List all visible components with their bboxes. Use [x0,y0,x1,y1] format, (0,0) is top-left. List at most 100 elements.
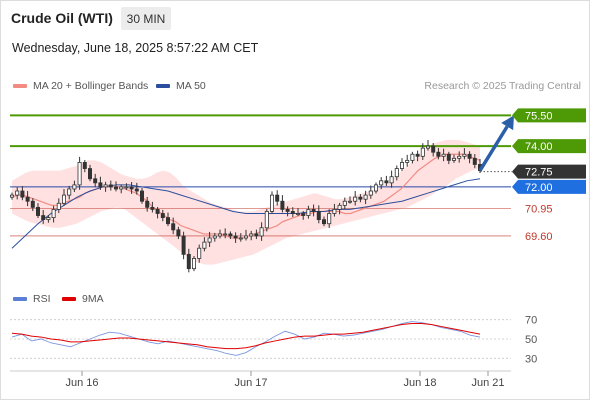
forecast-arrow-head [501,115,514,131]
candle-body [15,190,20,196]
candle-body [238,237,243,240]
candle-body [36,206,41,216]
candle-body [93,178,98,184]
candle-body [62,194,67,204]
timestamp: Wednesday, June 18, 2025 8:57:22 AM CET [12,41,259,55]
legend-swatch-rsi-ma [62,297,76,301]
candle-body [379,180,384,186]
candle-body [467,153,472,159]
forecast-arrow-shaft [478,125,509,172]
legend-swatch-ma50 [156,84,170,88]
level-label-75.50: 75.50 [525,110,553,122]
candle-body [389,176,394,184]
candle-body [124,186,129,189]
bollinger-band-fill [12,139,480,265]
time-label-1: Jun 17 [234,377,267,389]
time-label-2: Jun 18 [403,377,436,389]
candle-body [186,253,191,270]
candle-body [25,196,30,202]
candle-body [311,209,316,212]
level-label-70.95: 70.95 [525,203,553,215]
candle-body [399,162,404,169]
candle-body [384,180,389,184]
legend-swatch-rsi [13,297,27,301]
candle-body [108,184,113,188]
candle-body [98,182,103,188]
rsi-tick-50: 50 [525,334,537,346]
candle-body [368,190,373,196]
level-tag-72.00 [512,179,586,194]
candle-body [321,219,326,225]
candle-body [176,229,181,237]
candles-layer [9,139,482,273]
level-label-72.75: 72.75 [525,167,553,179]
candle-body [415,153,420,157]
candle-body [129,186,134,190]
candle-body [254,233,259,237]
candle-body [280,200,285,210]
rsi-tick-30: 30 [525,353,537,365]
candle-body [316,211,321,221]
level-labels-layer: 75.50 74.00 72.75 72.00 70.95 69.60 [512,108,586,243]
candle-body [67,188,72,196]
credit-text: Research © 2025 Trading Central [424,80,581,92]
level-tag-75.50 [512,108,586,123]
legend-rsi-ma: 9MA [62,293,104,305]
candle-body [139,190,144,202]
legend-bollinger: MA 20 + Bollinger Bands [13,80,148,92]
candle-body [171,223,176,231]
timeframe-badge[interactable]: 30 MIN [121,7,171,30]
candle-body [207,237,212,243]
candle-body [82,162,87,169]
candle-body [332,209,337,214]
candle-body [405,159,410,163]
candle-body [342,200,347,206]
legend-ma50: MA 50 [156,80,206,92]
candle-body [259,227,264,237]
instrument-title: Crude Oil (WTI) [11,10,113,26]
legend-swatch-ma20 [13,84,27,88]
rsi-ma-line [11,323,481,350]
candle-body [327,213,332,225]
level-label-72.00: 72.00 [525,182,553,194]
candle-body [394,168,399,178]
chart-header: Crude Oil (WTI) 30 MIN [0,0,590,34]
candle-body [243,235,248,239]
candle-body [191,258,196,270]
candle-body [181,235,186,255]
candle-body [155,209,160,214]
legend-rsi: RSI [13,293,51,305]
candle-body [217,233,222,237]
candle-body [337,204,342,210]
rsi-line [11,321,481,356]
candle-body [197,247,202,259]
candle-body [233,235,238,239]
candle-body [441,153,446,157]
candle-body [223,233,228,236]
candle-body [275,194,280,202]
candle-body [373,184,378,192]
candle-body [56,202,61,210]
candle-body [472,157,477,165]
candle-body [41,215,46,221]
candle-body [363,194,368,200]
candle-body [462,153,467,157]
candle-body [457,155,462,159]
level-tag-72.75 [512,164,586,179]
time-label-3: Jun 21 [471,377,504,389]
level-label-69.60: 69.60 [525,231,553,243]
legend-label-rsi-ma: 9MA [82,293,104,305]
level-label-74.00: 74.00 [525,141,553,153]
candle-body [51,209,56,218]
candle-body [77,162,82,186]
time-label-0: Jun 16 [65,377,98,389]
legend-label-rsi: RSI [33,293,51,305]
candle-body [420,147,425,157]
level-tag-74.00 [512,139,586,154]
candle-body [202,241,207,249]
candle-body [347,200,352,203]
candle-body [301,213,306,216]
candle-body [353,196,358,202]
time-axis: Jun 16 Jun 17 Jun 18 Jun 21 [10,370,511,389]
